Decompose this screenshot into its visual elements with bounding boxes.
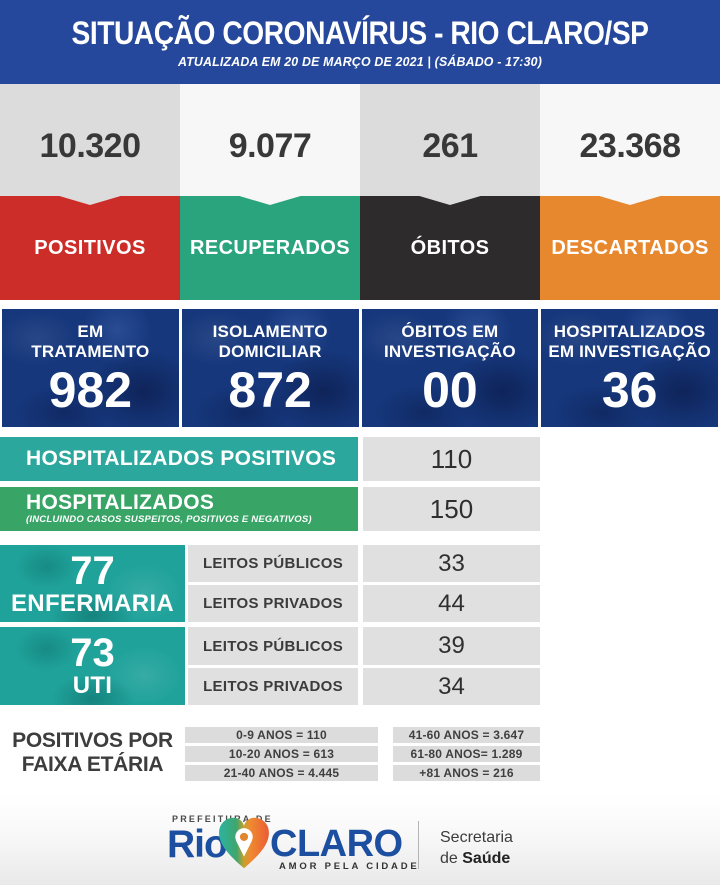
age-0-9: 0-9 ANOS = 110	[185, 727, 378, 743]
hospitalizados-positivos-value: 110	[363, 437, 540, 481]
uti-total: 73	[70, 631, 115, 676]
secretaria-line1: Secretaria	[440, 829, 513, 846]
uti-privados-label: LEITOS PRIVADOS	[188, 668, 358, 705]
card-recuperados: 9.077 RECUPERADOS	[180, 84, 360, 300]
obitos-value: 261	[422, 126, 478, 165]
age-10-20: 10-20 ANOS = 613	[185, 746, 378, 762]
bar-hospitalizados: HOSPITALIZADOS (INCLUINDO CASOS SUSPEITO…	[0, 487, 358, 531]
heart-pin-icon	[219, 817, 269, 869]
uti-publicos-label: LEITOS PÚBLICOS	[188, 627, 358, 665]
footer: PREFEITURA DE Rio CLARO AMOR PELA CIDADE…	[0, 795, 720, 885]
update-timestamp: ATUALIZADA EM 20 DE MARÇO DE 2021 | (SÁB…	[178, 54, 542, 69]
box-isolamento-domiciliar: ISOLAMENTO DOMICILIAR 872	[181, 309, 359, 427]
uti-label: UTI	[72, 672, 113, 700]
prefeitura-de-label: PREFEITURA DE	[172, 814, 273, 824]
bar-hospitalizados-positivos: HOSPITALIZADOS POSITIVOS	[0, 437, 358, 481]
rio-claro-logo-claro: CLARO	[270, 823, 403, 865]
box-hospitalizados-investigacao: HOSPITALIZADOS EM INVESTIGAÇÃO 36	[541, 309, 718, 427]
hospitalizados-value: 150	[363, 487, 540, 531]
page-title: SITUAÇÃO CORONAVÍRUS - RIO CLARO/SP	[71, 15, 649, 51]
investigation-boxes-row: EM TRATAMENTO 982 ISOLAMENTO DOMICILIAR …	[0, 309, 720, 427]
enfermaria-label: ENFERMARIA	[11, 589, 174, 617]
secretaria-de-saude: Secretaria de Saúde	[440, 828, 513, 870]
card-positivos: 10.320 POSITIVOS	[0, 84, 180, 300]
box-obitos-investigacao: ÓBITOS EM INVESTIGAÇÃO 00	[361, 309, 539, 427]
enfermaria-publicos-label: LEITOS PÚBLICOS	[188, 545, 358, 582]
secretaria-saude: Saúde	[462, 849, 511, 867]
obitos-label: ÓBITOS	[360, 196, 540, 300]
enfermaria-publicos-value: 33	[363, 545, 540, 582]
isolamento-value: 872	[228, 361, 312, 418]
hospitalizados-sublabel: (INCLUINDO CASOS SUSPEITOS, POSITIVOS E …	[26, 514, 312, 525]
header: SITUAÇÃO CORONAVÍRUS - RIO CLARO/SP ATUA…	[0, 0, 720, 84]
uti-publicos-value: 39	[363, 627, 540, 665]
obitos-investigacao-value: 00	[422, 361, 478, 418]
age-41-60: 41-60 ANOS = 3.647	[393, 727, 540, 743]
positivos-label: POSITIVOS	[0, 196, 180, 300]
descartados-label: DESCARTADOS	[540, 196, 720, 300]
secretaria-de: de	[440, 849, 463, 867]
descartados-value: 23.368	[579, 126, 682, 165]
uti-privados-value: 34	[363, 668, 540, 705]
group-uti: 73 UTI	[0, 627, 185, 705]
enfermaria-total: 77	[70, 548, 115, 593]
rio-claro-logo: Rio	[167, 823, 228, 866]
em-tratamento-label: EM TRATAMENTO	[31, 322, 150, 362]
card-descartados: 23.368 DESCARTADOS	[540, 84, 720, 300]
box-em-tratamento: EM TRATAMENTO 982	[2, 309, 179, 427]
positivos-value: 10.320	[39, 126, 142, 165]
age-21-40: 21-40 ANOS = 4.445	[185, 765, 378, 781]
footer-divider	[418, 821, 419, 869]
hospitalizados-label: HOSPITALIZADOS	[26, 491, 215, 514]
hosp-investigacao-value: 36	[601, 361, 658, 418]
recuperados-label: RECUPERADOS	[180, 196, 360, 300]
isolamento-label: ISOLAMENTO DOMICILIAR	[212, 322, 328, 362]
em-tratamento-value: 982	[48, 361, 133, 418]
logo-tagline: AMOR PELA CIDADE	[279, 861, 420, 872]
enfermaria-privados-label: LEITOS PRIVADOS	[188, 585, 358, 622]
hosp-investigacao-label: HOSPITALIZADOS EM INVESTIGAÇÃO	[548, 322, 711, 362]
card-obitos: 261 ÓBITOS	[360, 84, 540, 300]
recuperados-value: 9.077	[228, 126, 312, 165]
summary-cards-row: 10.320 POSITIVOS 9.077 RECUPERADOS 261 Ó…	[0, 84, 720, 300]
obitos-investigacao-label: ÓBITOS EM INVESTIGAÇÃO	[383, 322, 516, 362]
age-81-plus: +81 ANOS = 216	[393, 765, 540, 781]
age-section-title: POSITIVOS POR FAIXA ETÁRIA	[12, 729, 173, 777]
enfermaria-privados-value: 44	[363, 585, 540, 622]
age-61-80: 61-80 ANOS= 1.289	[393, 746, 540, 762]
group-enfermaria: 77 ENFERMARIA	[0, 545, 185, 622]
